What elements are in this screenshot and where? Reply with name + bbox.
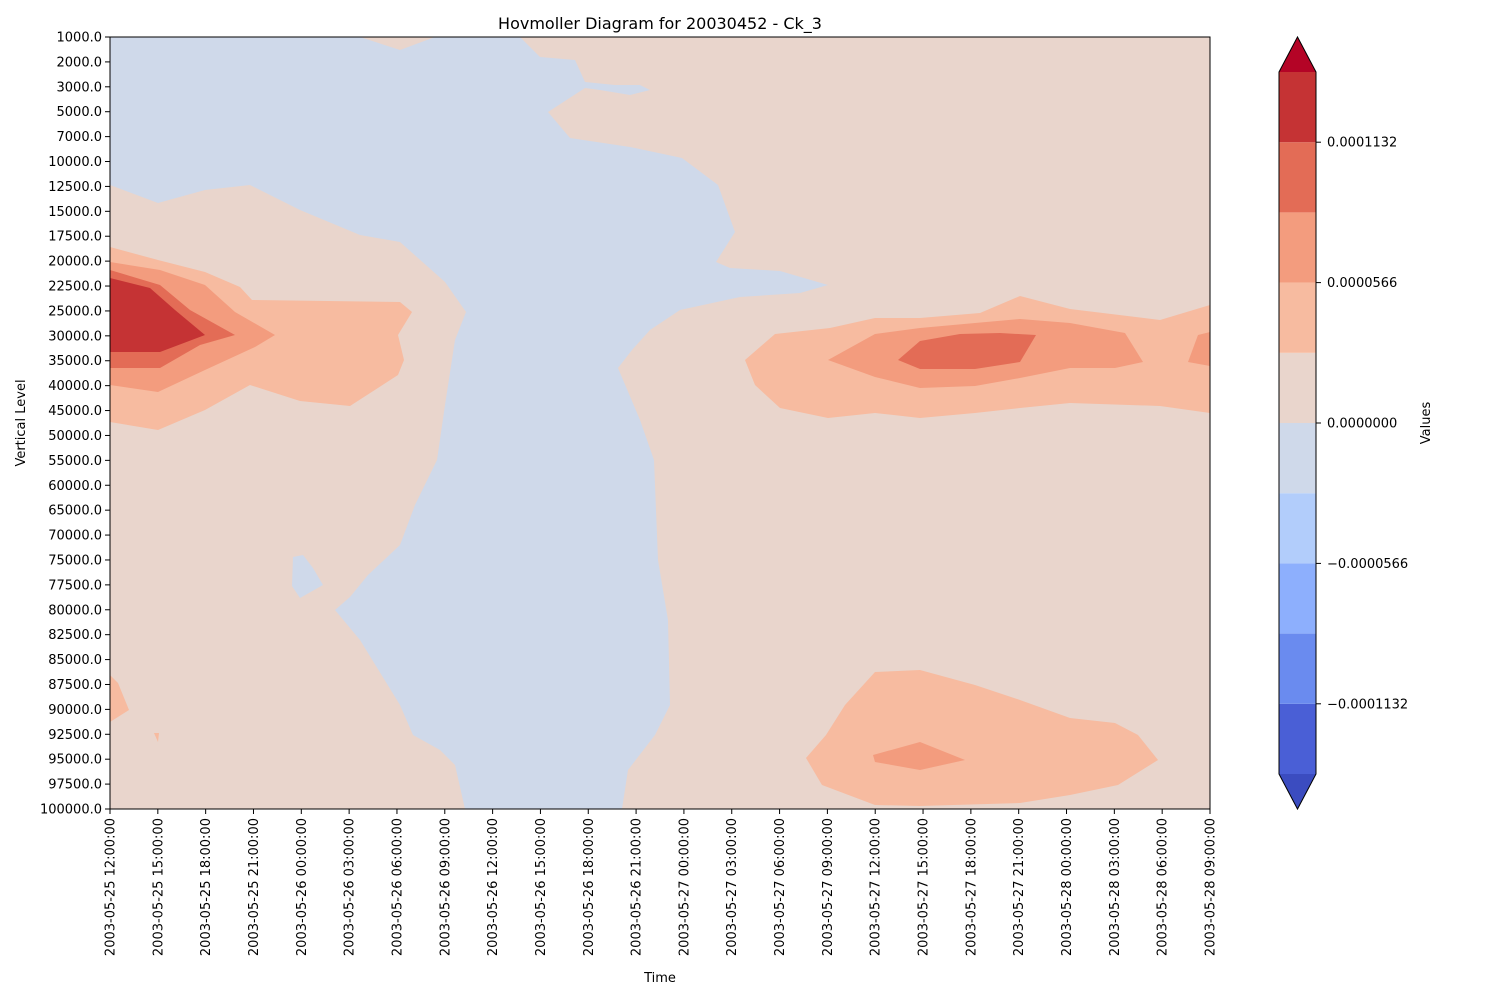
contour-fills (110, 37, 1210, 809)
x-tick-label: 2003-05-27 12:00:00 (869, 818, 884, 956)
y-tick-label: 90000.0 (48, 703, 102, 718)
colorbar-label: Values (1419, 402, 1434, 445)
y-tick-label: 75000.0 (48, 553, 102, 568)
colorbar-bin (1279, 72, 1316, 143)
colorbar-tick-label: 0.0001132 (1327, 136, 1397, 151)
colorbar-bin (1279, 212, 1316, 283)
colorbar: 0.0001132 0.0000566 0.0000000 −0.0000566 −0.… (1278, 35, 1408, 811)
colorbar-bin (1279, 142, 1316, 213)
y-tick-label: 22500.0 (48, 280, 102, 295)
contour-positive-1-speck (154, 733, 159, 742)
y-tick-label: 25000.0 (48, 304, 102, 319)
x-tick-label: 2003-05-25 15:00:00 (151, 818, 166, 956)
x-tick-label: 2003-05-26 00:00:00 (295, 818, 310, 956)
y-tick-label: 65000.0 (48, 504, 102, 519)
colorbar-bin (1279, 703, 1316, 774)
colorbar-bin (1279, 352, 1316, 423)
colorbar-tick-label: 0.0000566 (1327, 276, 1397, 291)
y-tick-label: 95000.0 (48, 753, 102, 768)
colorbar-bin (1279, 423, 1316, 494)
y-tick-label: 82500.0 (48, 628, 102, 643)
y-tick-label: 15000.0 (48, 205, 102, 220)
x-axis-label: Time (643, 971, 676, 986)
y-tick-label: 1000.0 (57, 31, 103, 46)
y-tick-label: 12500.0 (48, 180, 102, 195)
y-axis: 1000.0 2000.0 3000.0 5000.0 7000.0 10000.0 125… (40, 31, 110, 818)
x-tick-label: 2003-05-28 00:00:00 (1060, 818, 1075, 956)
y-tick-label: 20000.0 (48, 255, 102, 270)
x-tick-label: 2003-05-26 18:00:00 (582, 818, 597, 956)
y-tick-label: 55000.0 (48, 454, 102, 469)
contour-positive-2-lower (873, 742, 965, 770)
x-tick-label: 2003-05-28 03:00:00 (1108, 818, 1123, 956)
y-tick-label: 35000.0 (48, 354, 102, 369)
y-tick-label: 70000.0 (48, 529, 102, 544)
x-tick-label: 2003-05-26 12:00:00 (486, 818, 501, 956)
contour-negative-band (110, 37, 828, 809)
x-tick-label: 2003-05-28 06:00:00 (1156, 818, 1171, 956)
x-tick-label: 2003-05-27 03:00:00 (725, 818, 740, 956)
contour-positive-4-left (110, 278, 205, 352)
y-tick-label: 77500.0 (48, 578, 102, 593)
x-tick-label: 2003-05-27 21:00:00 (1012, 818, 1027, 956)
y-tick-label: 85000.0 (48, 653, 102, 668)
colorbar-extend-low (1279, 774, 1316, 809)
x-axis: 2003-05-25 12:00:00 2003-05-25 15:00:00 20… (104, 809, 1219, 956)
colorbar-bin (1279, 563, 1316, 634)
plot-frame (109, 36, 1211, 810)
x-tick-label: 2003-05-26 09:00:00 (438, 818, 453, 956)
x-tick-label: 2003-05-26 15:00:00 (534, 818, 549, 956)
y-tick-label: 50000.0 (48, 429, 102, 444)
colorbar-outline (1278, 35, 1317, 811)
y-tick-label: 80000.0 (48, 603, 102, 618)
x-tick-label: 2003-05-25 21:00:00 (247, 818, 262, 956)
colorbar-bin (1279, 282, 1316, 353)
y-tick-label: 100000.0 (40, 803, 102, 818)
y-tick-label: 5000.0 (57, 105, 103, 120)
y-tick-label: 60000.0 (48, 479, 102, 494)
y-tick-label: 30000.0 (48, 329, 102, 344)
x-tick-label: 2003-05-27 09:00:00 (821, 818, 836, 956)
contour-negative-pocket (292, 555, 323, 598)
y-tick-label: 87500.0 (48, 678, 102, 693)
y-tick-label: 3000.0 (57, 80, 103, 95)
y-tick-label: 92500.0 (48, 728, 102, 743)
colorbar-tick-label: −0.0001132 (1327, 697, 1408, 712)
x-tick-label: 2003-05-26 21:00:00 (630, 818, 645, 956)
colorbar-bin (1279, 633, 1316, 704)
colorbar-extend-high (1279, 37, 1316, 72)
y-tick-label: 40000.0 (48, 379, 102, 394)
chart-title: Hovmoller Diagram for 20030452 - Ck_3 (498, 14, 822, 34)
y-tick-label: 45000.0 (48, 404, 102, 419)
contour-positive-1-lower (806, 670, 1158, 806)
y-tick-label: 17500.0 (48, 230, 102, 245)
x-tick-label: 2003-05-27 18:00:00 (964, 818, 979, 956)
x-tick-label: 2003-05-26 06:00:00 (390, 818, 405, 956)
x-tick-label: 2003-05-27 06:00:00 (773, 818, 788, 956)
y-tick-label: 2000.0 (57, 55, 103, 70)
y-tick-label: 7000.0 (57, 130, 103, 145)
x-tick-label: 2003-05-27 15:00:00 (917, 818, 932, 956)
x-tick-label: 2003-05-26 03:00:00 (343, 818, 358, 956)
contour-positive-1-corner (110, 675, 129, 722)
y-tick-label: 10000.0 (48, 155, 102, 170)
y-axis-label: Vertical Level (14, 379, 29, 466)
y-tick-label: 97500.0 (48, 778, 102, 793)
x-tick-label: 2003-05-25 12:00:00 (104, 818, 119, 956)
x-tick-label: 2003-05-28 09:00:00 (1204, 818, 1219, 956)
colorbar-tick-label: −0.0000566 (1327, 557, 1408, 572)
contour-positive-2-edge (1188, 332, 1210, 366)
colorbar-bin (1279, 493, 1316, 564)
colorbar-tick-label: 0.0000000 (1327, 417, 1397, 432)
x-tick-label: 2003-05-27 00:00:00 (677, 818, 692, 956)
x-tick-label: 2003-05-25 18:00:00 (199, 818, 214, 956)
contour-positive-3-right (898, 333, 1036, 369)
